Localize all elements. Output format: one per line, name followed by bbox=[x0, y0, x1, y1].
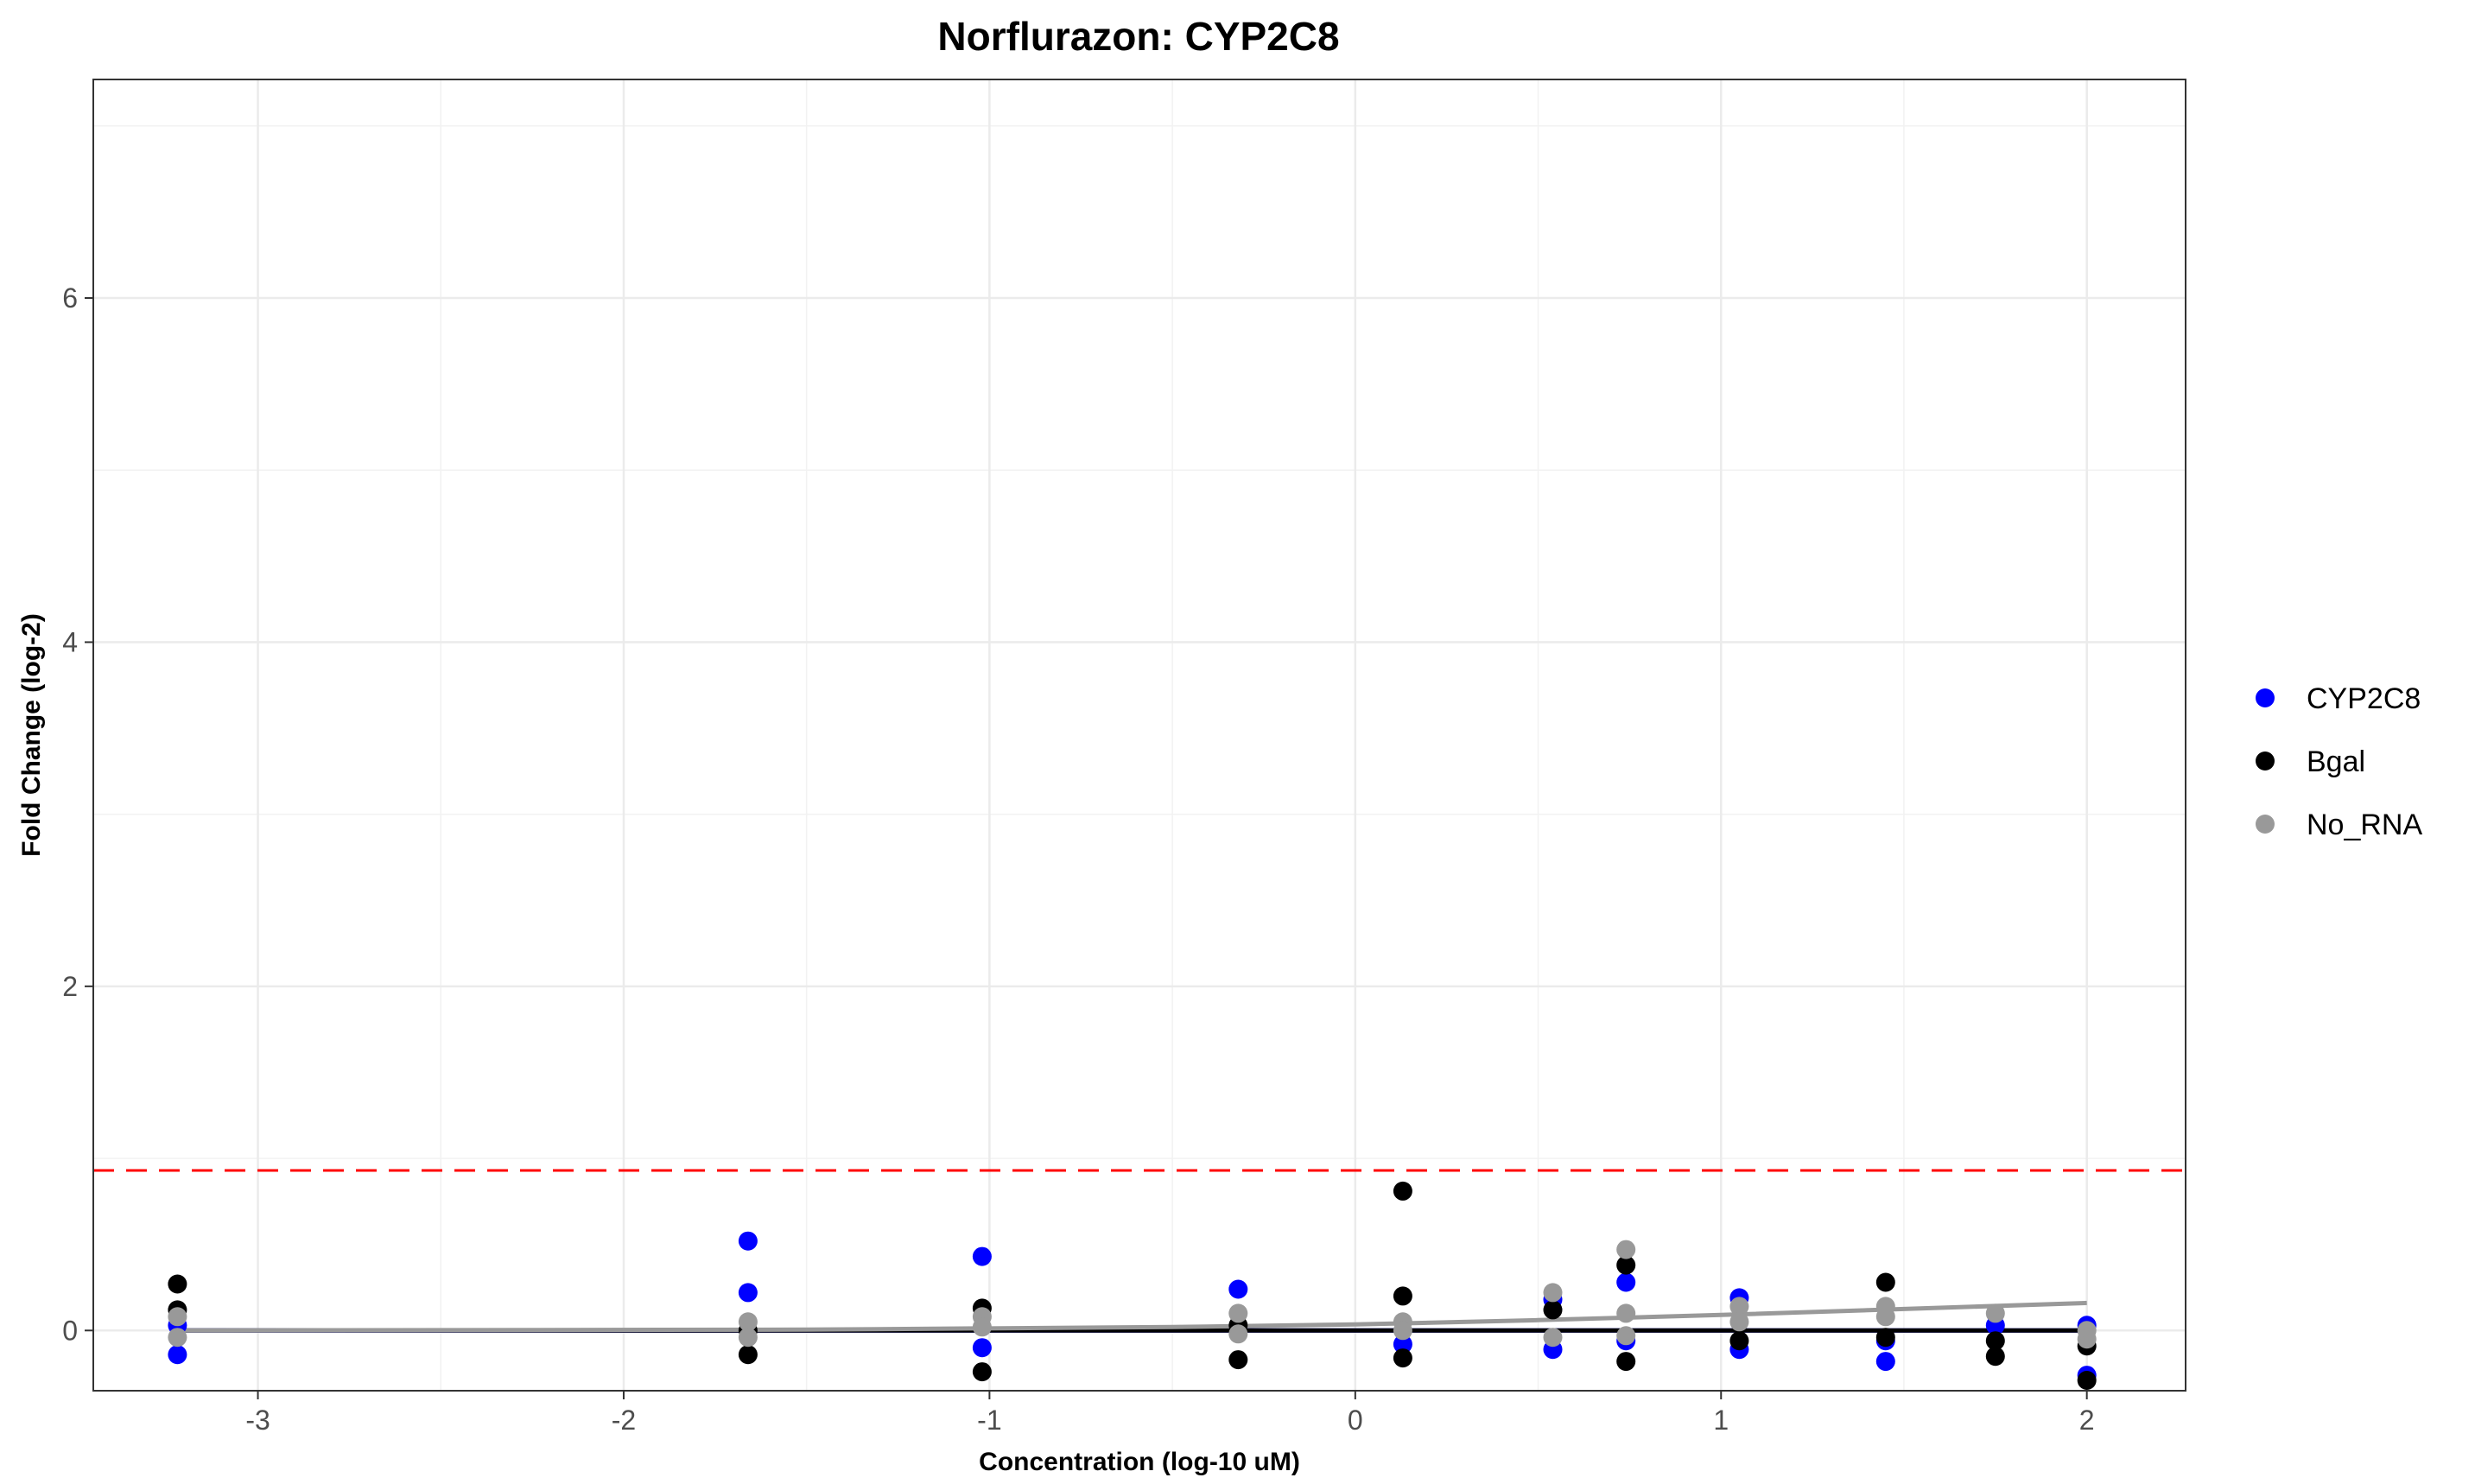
x-tick-label: 0 bbox=[1348, 1405, 1363, 1436]
legend: CYP2C8 Bgal No_RNA bbox=[2256, 682, 2422, 841]
data-point-cyp2c8 bbox=[738, 1231, 758, 1251]
data-point-cyp2c8 bbox=[1616, 1272, 1636, 1292]
data-point-no-rna bbox=[1393, 1321, 1412, 1341]
plot-panel bbox=[92, 79, 2186, 1392]
data-point-bgal bbox=[1393, 1286, 1412, 1306]
data-point-bgal bbox=[1616, 1255, 1636, 1275]
data-point-bgal bbox=[1985, 1347, 2005, 1367]
data-point-no-rna bbox=[1985, 1303, 2005, 1323]
data-point-no-rna bbox=[972, 1317, 992, 1337]
data-point-no-rna bbox=[1729, 1297, 1749, 1316]
y-axis: 0 2 4 6 bbox=[62, 282, 93, 1346]
data-point-no-rna bbox=[1616, 1303, 1636, 1323]
x-tick-label: -2 bbox=[612, 1405, 636, 1436]
fit-line-no-rna bbox=[177, 1300, 2087, 1333]
x-axis-title: Concentration (log-10 uM) bbox=[979, 1448, 1300, 1476]
data-point-no-rna bbox=[1875, 1307, 1895, 1327]
data-point-cyp2c8 bbox=[972, 1246, 992, 1266]
legend-key-cyp2c8 bbox=[2256, 688, 2275, 707]
data-point-bgal bbox=[1875, 1328, 1895, 1348]
data-point-cyp2c8 bbox=[1393, 1335, 1412, 1354]
data-point-no-rna bbox=[1228, 1324, 1248, 1344]
data-point-cyp2c8 bbox=[738, 1283, 758, 1303]
data-point-no-rna bbox=[168, 1307, 187, 1327]
data-point-bgal bbox=[1393, 1181, 1412, 1201]
data-point-no-rna bbox=[2077, 1329, 2097, 1349]
grid-major bbox=[93, 79, 2186, 1391]
x-axis: -3 -2 -1 0 1 2 bbox=[245, 1391, 2095, 1436]
data-point-bgal bbox=[1393, 1348, 1412, 1368]
legend-label-no-rna: No_RNA bbox=[2307, 809, 2422, 841]
data-point-bgal bbox=[1543, 1300, 1563, 1320]
data-point-bgal bbox=[972, 1362, 992, 1382]
data-point-bgal bbox=[1616, 1352, 1636, 1372]
data-point-no-rna bbox=[1729, 1312, 1749, 1332]
legend-label-bgal: Bgal bbox=[2307, 745, 2365, 778]
data-point-bgal bbox=[1729, 1331, 1749, 1351]
data-point-cyp2c8 bbox=[972, 1338, 992, 1358]
data-point-bgal bbox=[738, 1345, 758, 1365]
x-tick-label: 1 bbox=[1713, 1405, 1729, 1436]
y-tick-label: 0 bbox=[62, 1315, 78, 1346]
x-tick-label: 2 bbox=[2079, 1405, 2095, 1436]
data-points bbox=[168, 1181, 2097, 1390]
data-point-cyp2c8 bbox=[1228, 1279, 1248, 1299]
data-point-no-rna bbox=[1543, 1283, 1563, 1303]
plot-border bbox=[92, 79, 2186, 1392]
data-point-cyp2c8 bbox=[168, 1345, 187, 1365]
y-tick-label: 2 bbox=[62, 971, 78, 1002]
data-point-bgal bbox=[168, 1274, 187, 1294]
data-point-no-rna bbox=[1616, 1326, 1636, 1346]
data-point-no-rna bbox=[738, 1328, 758, 1348]
data-point-bgal bbox=[1985, 1331, 2005, 1351]
x-tick-label: -1 bbox=[977, 1405, 1001, 1436]
legend-key-no-rna bbox=[2256, 815, 2275, 834]
legend-key-bgal bbox=[2256, 752, 2275, 771]
data-point-bgal bbox=[1228, 1350, 1248, 1370]
fit-lines bbox=[177, 1300, 2087, 1333]
data-point-bgal bbox=[1875, 1272, 1895, 1292]
y-tick-label: 6 bbox=[62, 282, 78, 314]
data-point-no-rna bbox=[1543, 1328, 1563, 1348]
data-point-no-rna bbox=[168, 1328, 187, 1348]
data-point-no-rna bbox=[1616, 1240, 1636, 1259]
data-point-no-rna bbox=[1228, 1303, 1248, 1323]
legend-label-cyp2c8: CYP2C8 bbox=[2307, 682, 2421, 715]
x-tick-label: -3 bbox=[245, 1405, 270, 1436]
data-point-no-rna bbox=[738, 1312, 758, 1332]
y-tick-label: 4 bbox=[62, 626, 78, 657]
data-point-cyp2c8 bbox=[1875, 1352, 1895, 1372]
y-axis-title: Fold Change (log-2) bbox=[17, 613, 46, 857]
data-point-bgal bbox=[2077, 1371, 2097, 1390]
chart-title: Norflurazon: CYP2C8 bbox=[937, 14, 1339, 59]
plot-background bbox=[93, 79, 2186, 1391]
